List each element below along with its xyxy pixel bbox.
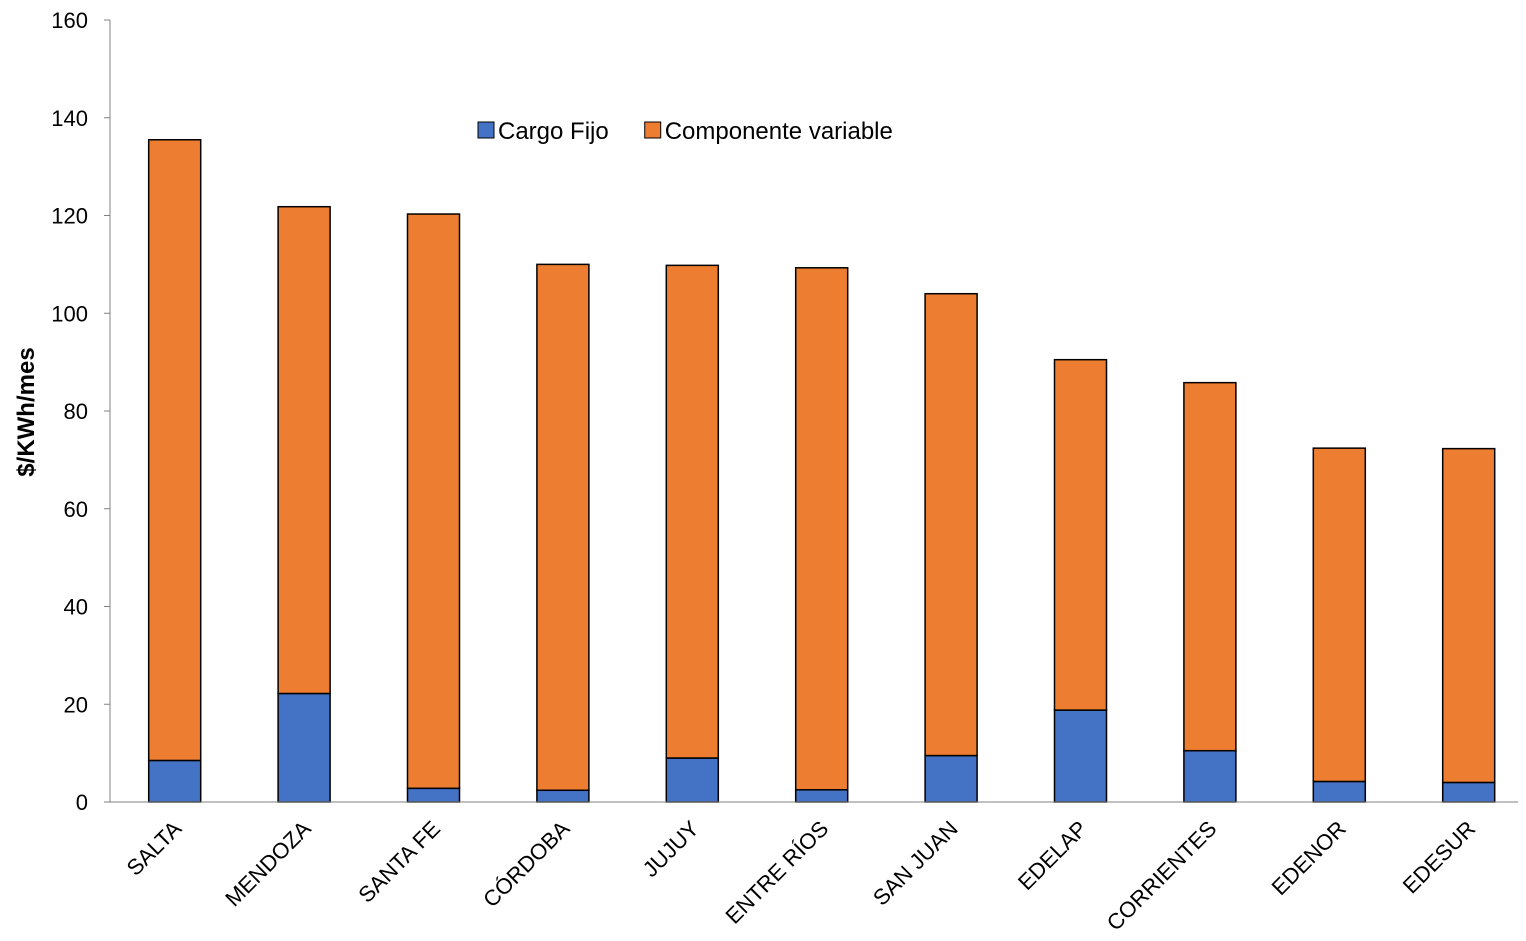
legend-swatch bbox=[477, 121, 495, 139]
bar-cargo-fijo bbox=[277, 692, 331, 803]
x-tick-label: CORRIENTES bbox=[1102, 816, 1222, 936]
y-tick-label: 120 bbox=[51, 204, 88, 229]
bar-cargo-fijo bbox=[1183, 749, 1237, 803]
x-tick-label: MENDOZA bbox=[220, 816, 316, 912]
bar-componente-variable bbox=[147, 138, 202, 762]
x-tick-label: CÓRDOBA bbox=[478, 816, 575, 913]
bar-componente-variable bbox=[277, 205, 331, 695]
bar-cargo-fijo bbox=[1053, 709, 1108, 803]
bar-componente-variable bbox=[794, 267, 849, 791]
bar-cargo-fijo bbox=[147, 759, 202, 803]
bar-cargo-fijo bbox=[924, 754, 978, 803]
bar-componente-variable bbox=[665, 264, 720, 759]
x-tick-label: SAN JUAN bbox=[868, 816, 963, 911]
y-tick-label: 60 bbox=[64, 497, 88, 522]
bar-componente-variable bbox=[924, 292, 978, 757]
bar-componente-variable bbox=[536, 263, 590, 792]
bar-cargo-fijo bbox=[1441, 781, 1496, 803]
bar-componente-variable bbox=[1312, 447, 1367, 783]
bars bbox=[147, 138, 1496, 803]
x-tick-label: EDELAP bbox=[1013, 816, 1092, 895]
x-tick-label: JUJUY bbox=[638, 816, 704, 882]
bar-componente-variable bbox=[406, 213, 461, 790]
bar-componente-variable bbox=[1053, 358, 1108, 711]
y-tick-label: 20 bbox=[64, 692, 88, 717]
bar-cargo-fijo bbox=[536, 789, 590, 803]
x-tick-label: EDENOR bbox=[1267, 816, 1351, 900]
bar-cargo-fijo bbox=[665, 757, 720, 803]
y-axis: 0 20 40 60 80 100 120 140 160 bbox=[51, 8, 111, 815]
bar-cargo-fijo bbox=[794, 789, 849, 803]
x-tick-label: ENTRE RÍOS bbox=[720, 816, 833, 929]
legend: Cargo Fijo Componente variable bbox=[477, 118, 893, 145]
y-tick-label: 140 bbox=[51, 106, 88, 131]
y-tick-label: 160 bbox=[51, 8, 88, 33]
bar-componente-variable bbox=[1183, 381, 1237, 752]
y-tick-label: 80 bbox=[64, 399, 88, 424]
legend-swatch bbox=[644, 121, 662, 139]
bar-cargo-fijo bbox=[406, 787, 461, 803]
x-tick-label: SANTA FE bbox=[353, 816, 445, 908]
x-axis: SALTA MENDOZA SANTA FE CÓRDOBA JUJUY ENTRE RÍ… bbox=[110, 801, 1518, 936]
y-axis-label: $/KWh/mes bbox=[13, 347, 40, 476]
legend-label: Cargo Fijo bbox=[498, 118, 609, 145]
x-tick-label: EDESUR bbox=[1398, 816, 1481, 899]
y-tick-label: 0 bbox=[76, 790, 88, 815]
legend-label: Componente variable bbox=[665, 118, 893, 145]
y-tick-label: 100 bbox=[51, 301, 88, 326]
bar-cargo-fijo bbox=[1312, 780, 1367, 803]
bar-componente-variable bbox=[1441, 447, 1496, 784]
y-tick-label: 40 bbox=[64, 595, 88, 620]
x-tick-label: SALTA bbox=[122, 816, 187, 881]
